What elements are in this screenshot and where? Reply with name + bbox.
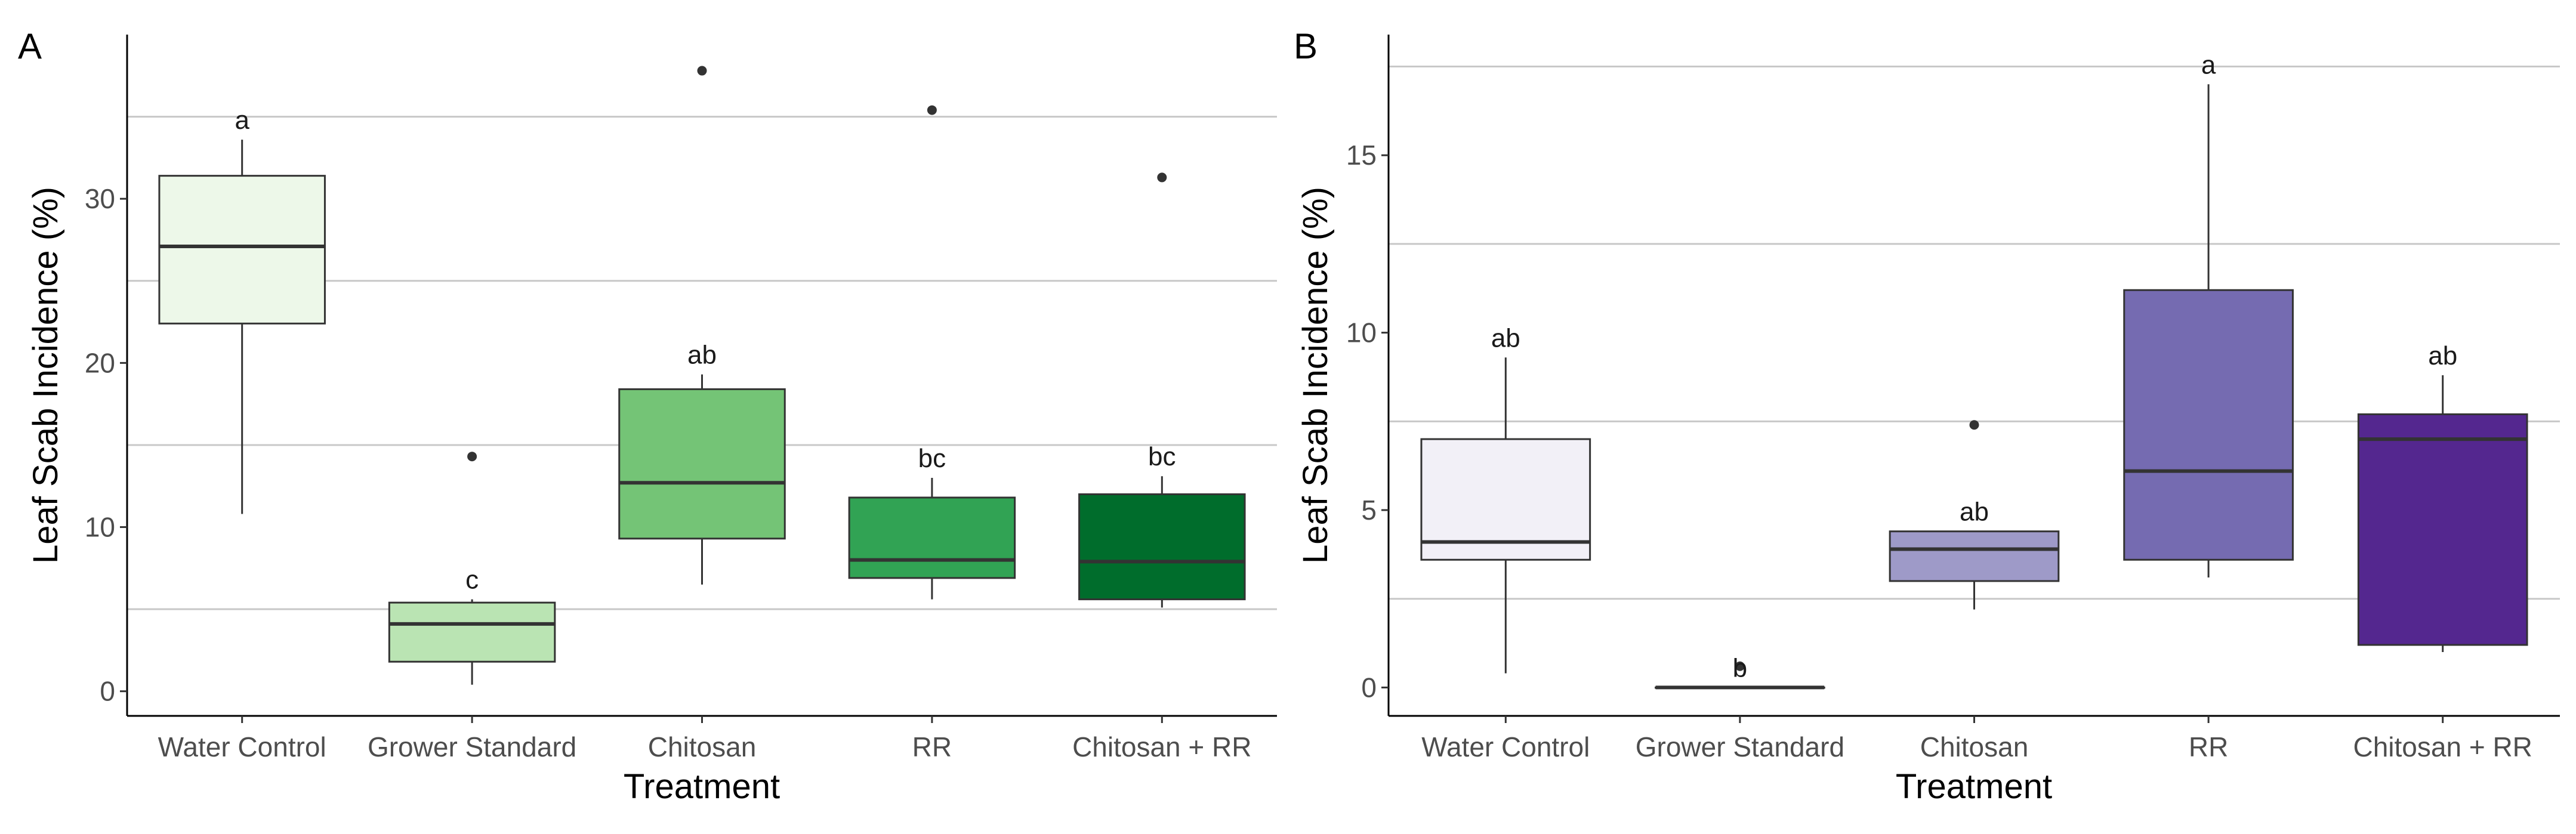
panel-b-significance-letter: b (1733, 653, 1747, 682)
panel-a-y-axis-title: Leaf Scab Incidence (%) (26, 187, 65, 564)
panel-b-box (1420, 438, 1591, 561)
panel-b-x-tick-label: Grower Standard (1636, 731, 1844, 762)
panel-b-x-tick-label: Chitosan + RR (2353, 731, 2532, 762)
panel-b-x-axis-title: Treatment (1896, 767, 2052, 806)
panel-a-outlier-point (697, 66, 707, 76)
panel-a-outlier-point (927, 105, 937, 115)
panel-a-label: A (18, 26, 42, 66)
panel-a-y-tick-label: 10 (85, 512, 115, 543)
panel-b-outlier-point (1735, 661, 1745, 671)
panel-b-box (1889, 530, 2060, 582)
panel-a-x-tick-label: RR (912, 731, 952, 762)
panel-a-x-tick-label: Grower Standard (368, 731, 576, 762)
panel-a-box (618, 388, 786, 540)
panel-a-y-tick-label: 30 (85, 183, 115, 214)
panel-b-outlier-point (1969, 420, 1979, 430)
panel-b-significance-letter: ab (1491, 323, 1520, 353)
panel-a-significance-letter: a (235, 106, 249, 135)
panel-b-significance-letter: a (2201, 50, 2216, 79)
panel-b-significance-letter: ab (2428, 341, 2457, 370)
panel-a-x-axis-title: Treatment (624, 767, 780, 806)
panel-b-box (2357, 413, 2528, 646)
panel-b-y-axis-title: Leaf Scab Incidence (%) (1296, 187, 1335, 564)
panel-a-outlier-point (1157, 172, 1167, 183)
panel-a-y-tick-label: 0 (100, 676, 115, 707)
panel-a-significance-letter: c (465, 566, 479, 595)
panel-b-y-tick-label: 10 (1346, 317, 1377, 348)
panel-b-y-tick-label: 0 (1361, 672, 1377, 703)
panel-a-significance-letter: bc (918, 444, 946, 473)
panel-b-x-tick-label: Chitosan (1920, 731, 2029, 762)
panel-a-significance-letter: ab (687, 341, 717, 370)
panel-a-y-tick-label: 20 (85, 347, 115, 378)
panel-a-box (848, 496, 1016, 579)
panel-a-box (1078, 493, 1246, 601)
panel-b-y-tick-label: 15 (1346, 140, 1377, 171)
panel-b-significance-letter: ab (1960, 498, 1989, 527)
panel-a-outlier-point (467, 452, 477, 462)
panel-b-label: B (1294, 26, 1318, 66)
panel-b-x-tick-label: Water Control (1421, 731, 1590, 762)
panel-a-significance-letter: bc (1148, 442, 1176, 471)
panel-b-y-tick-label: 5 (1361, 495, 1377, 526)
panel-b-x-tick-label: RR (2189, 731, 2228, 762)
panel-a-box (388, 601, 556, 663)
panel-a-x-tick-label: Chitosan + RR (1072, 731, 1251, 762)
panel-a-x-tick-label: Chitosan (648, 731, 757, 762)
panel-b-box (2123, 289, 2294, 561)
panel-a-box (158, 175, 326, 325)
panel-a-x-tick-label: Water Control (158, 731, 326, 762)
